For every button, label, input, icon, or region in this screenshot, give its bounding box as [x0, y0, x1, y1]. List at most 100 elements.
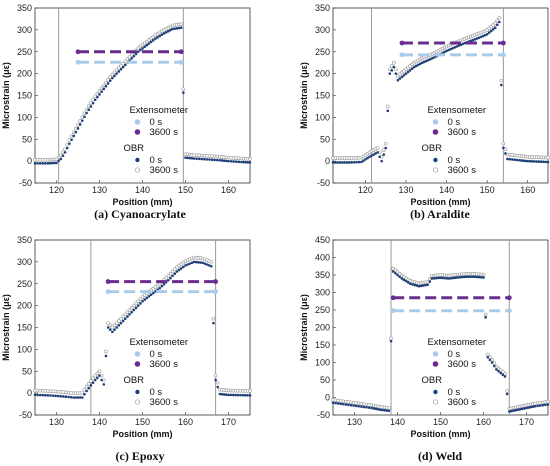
obr-0s-point: [541, 403, 545, 407]
obr-3600s-point: [392, 60, 396, 65]
obr-0s-point: [145, 296, 149, 300]
obr-0s-point: [520, 407, 524, 411]
obr-0s-point: [516, 408, 520, 412]
y-tick-label: 250: [315, 305, 330, 315]
obr-0s-point: [68, 142, 71, 145]
obr-0s-point: [87, 386, 91, 390]
obr-0s-point: [242, 160, 245, 164]
obr-0s-point: [531, 405, 535, 408]
obr-3600s-point: [110, 72, 115, 77]
panel-caption: (b) Araldite: [410, 207, 470, 221]
x-tick-label: 150: [135, 417, 150, 427]
obr-3600s-point: [129, 53, 134, 57]
obr-3600s-point: [106, 321, 110, 325]
obr-0s-point: [473, 275, 477, 279]
obr-0s-point: [33, 162, 37, 165]
obr-0s-point: [160, 33, 164, 36]
y-tick-label: -50: [19, 178, 32, 188]
obr-0s-point: [526, 159, 530, 163]
y-tick-label: 150: [17, 323, 32, 333]
obr-0s-point: [390, 69, 394, 72]
obr-0s-point: [411, 283, 414, 286]
obr-3600s-point: [181, 87, 186, 91]
obr-3600s-point: [499, 78, 504, 83]
obr-0s-point: [518, 408, 522, 411]
obr-0s-point: [510, 409, 513, 413]
obr-0s-point: [360, 160, 363, 164]
y-tick-label: 200: [17, 69, 32, 79]
obr-0s-point: [169, 276, 172, 280]
obr-0s-point: [62, 395, 65, 398]
obr-0s-point: [44, 162, 47, 165]
x-tick-label: 140: [439, 185, 454, 195]
y-tick-label: 250: [17, 47, 32, 57]
obr-0s-point: [396, 273, 399, 277]
obr-0s-point: [460, 275, 464, 279]
obr-3600s-point: [119, 63, 123, 68]
obr-0s-point: [237, 160, 241, 164]
obr-0s-point: [420, 61, 424, 64]
panel-caption: (c) Epoxy: [116, 449, 165, 463]
x-tick-label: 140: [92, 417, 107, 427]
obr-0s-point: [149, 40, 153, 44]
obr-3600s-point: [93, 373, 97, 378]
obr-0s-point: [130, 310, 134, 314]
extensometer-endpoint: [178, 59, 184, 65]
obr-0s-point: [232, 160, 235, 163]
obr-0s-point: [167, 278, 170, 282]
obr-0s-point: [477, 36, 481, 40]
panel-caption: (d) Weld: [418, 449, 462, 463]
obr-0s-point: [210, 158, 214, 162]
obr-0s-point: [471, 275, 475, 279]
obr-3600s-point: [166, 274, 171, 278]
obr-0s-point: [425, 59, 428, 63]
y-axis-label: Microstrain (με): [299, 294, 309, 361]
x-tick-label: 130: [347, 417, 362, 427]
obr-0s-point: [465, 275, 468, 279]
y-tick-label: 0: [27, 156, 32, 166]
y-tick-label: 100: [17, 112, 32, 122]
obr-3600s-point: [383, 141, 388, 146]
obr-0s-point: [419, 284, 423, 288]
extensometer-endpoint: [75, 59, 81, 65]
obr-0s-point: [357, 160, 361, 164]
obr-0s-point: [490, 361, 494, 364]
obr-0s-point: [378, 155, 381, 159]
x-tick-label: 120: [358, 185, 373, 195]
obr-0s-point: [124, 317, 127, 321]
obr-0s-point: [36, 393, 39, 397]
obr-0s-point: [210, 264, 213, 268]
obr-0s-point: [54, 394, 57, 398]
obr-0s-point: [171, 274, 174, 278]
obr-0s-point: [485, 32, 489, 36]
obr-3600s-point: [110, 325, 115, 330]
obr-0s-point: [360, 405, 363, 408]
obr-0s-point: [200, 157, 204, 161]
obr-0s-point: [134, 306, 138, 310]
obr-0s-point: [121, 65, 125, 69]
legend-marker-ext-3600s: [134, 361, 141, 367]
legend-obr-3600s-label: 3600 s: [149, 397, 178, 408]
legend-ext-3600s-label: 3600 s: [447, 359, 476, 370]
x-tick-label: 160: [476, 417, 491, 427]
obr-0s-point: [372, 407, 376, 410]
obr-0s-point: [188, 262, 192, 265]
obr-0s-point: [104, 84, 108, 88]
obr-3600s-point: [387, 406, 391, 410]
obr-0s-point: [205, 158, 209, 161]
obr-0s-point: [523, 407, 526, 410]
legend-marker-ext-0s: [134, 351, 141, 357]
obr-0s-point: [350, 161, 353, 164]
obr-0s-point: [354, 404, 358, 408]
obr-0s-point: [78, 123, 82, 126]
obr-0s-point: [384, 146, 388, 150]
y-tick-label: 350: [17, 235, 32, 245]
obr-0s-point: [535, 160, 539, 163]
obr-0s-point: [51, 394, 55, 397]
obr-0s-point: [55, 161, 58, 165]
legend-obr-3600s-label: 3600 s: [447, 397, 476, 408]
obr-0s-point: [91, 101, 95, 105]
obr-0s-point: [404, 72, 408, 75]
obr-0s-point: [44, 393, 47, 397]
obr-0s-point: [533, 404, 537, 408]
